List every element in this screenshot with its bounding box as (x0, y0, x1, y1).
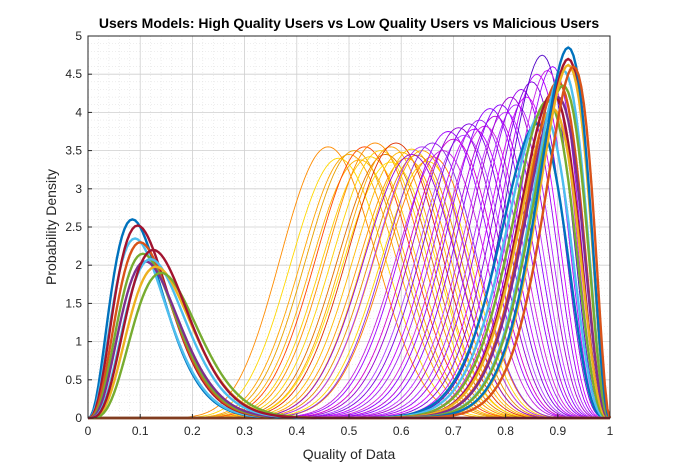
y-tick-label: 1 (75, 335, 82, 349)
x-tick-label: 0.5 (341, 424, 358, 438)
x-tick-label: 0 (85, 424, 92, 438)
y-tick-label: 3 (75, 182, 82, 196)
ticks: 0 0.1 0.2 0.3 0.4 0.5 0.6 0.7 0.8 0.9 1 0 0.5 1 1.5 2 2.… (65, 29, 613, 438)
x-tick-label: 0.9 (549, 424, 566, 438)
y-tick-label: 2 (75, 258, 82, 272)
y-tick-label: 0.5 (65, 373, 82, 387)
x-tick-label: 0.7 (445, 424, 462, 438)
x-tick-label: 1 (607, 424, 614, 438)
x-axis-label: Quality of Data (303, 446, 396, 462)
y-tick-label: 3.5 (65, 144, 82, 158)
x-tick-label: 0.4 (288, 424, 305, 438)
y-tick-label: 4 (75, 105, 82, 119)
y-tick-label: 1.5 (65, 296, 82, 310)
y-tick-label: 5 (75, 29, 82, 43)
y-axis-label: Probability Density (43, 169, 59, 285)
x-tick-label: 0.2 (184, 424, 201, 438)
x-tick-label: 0.8 (497, 424, 514, 438)
y-tick-label: 2.5 (65, 220, 82, 234)
x-tick-label: 0.3 (236, 424, 253, 438)
y-tick-label: 4.5 (65, 67, 82, 81)
x-tick-label: 0.1 (132, 424, 149, 438)
x-tick-label: 0.6 (393, 424, 410, 438)
y-tick-label: 0 (75, 411, 82, 425)
chart-title: Users Models: High Quality Users vs Low … (99, 15, 600, 31)
